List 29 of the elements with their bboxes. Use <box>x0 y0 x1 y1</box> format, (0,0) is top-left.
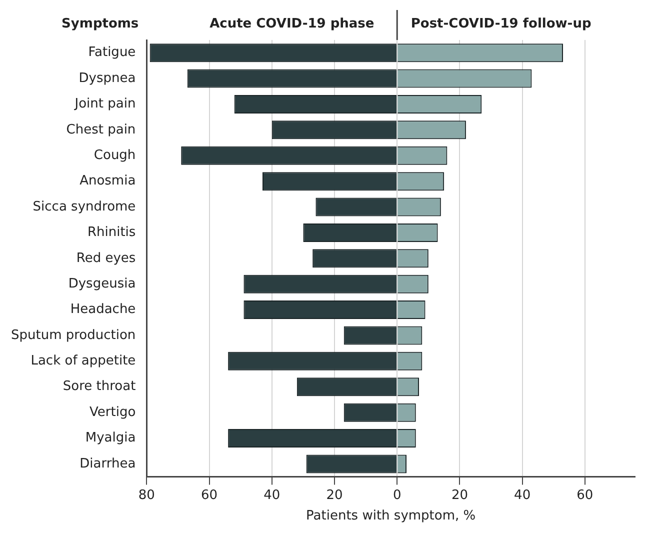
y-tick-label: Myalgia <box>85 430 136 446</box>
x-axis-title: Patients with symptom, % <box>306 508 476 524</box>
y-tick-label: Sputum production <box>10 328 136 343</box>
x-tick-label: 80 <box>138 488 155 503</box>
x-tick-label: 20 <box>326 488 343 503</box>
y-tick-label: Sore throat <box>62 379 136 394</box>
y-tick-label: Headache <box>70 302 136 318</box>
y-axis-title: Symptoms <box>62 16 139 32</box>
y-tick-label: Lack of appetite <box>30 354 136 369</box>
series-label: Acute COVID-19 phase <box>210 16 374 32</box>
y-tick-label: Dyspnea <box>78 70 136 86</box>
y-tick-label: Joint pain <box>74 96 136 112</box>
y-tick-label: Chest pain <box>66 122 136 138</box>
x-tick-label: 40 <box>264 488 280 503</box>
x-tick-label: 60 <box>576 488 594 503</box>
y-tick-label: Dysgeusia <box>68 276 136 292</box>
x-tick-label: 20 <box>451 488 468 503</box>
y-tick-label: Vertigo <box>90 404 136 420</box>
x-tick-label: 0 <box>392 488 402 503</box>
y-tick-label: Rhinitis <box>87 225 136 240</box>
x-tick-label: 40 <box>514 488 531 503</box>
series-label: Post-COVID-19 follow-up <box>410 16 592 32</box>
y-tick-label: Fatigue <box>88 45 136 60</box>
x-tick-label: 60 <box>201 488 218 503</box>
y-tick-label: Cough <box>94 148 136 163</box>
y-tick-label: Diarrhea <box>80 456 136 472</box>
y-tick-label: Red eyes <box>76 250 136 266</box>
y-tick-label: Sicca syndrome <box>32 199 136 214</box>
y-tick-label: Anosmia <box>80 174 136 189</box>
